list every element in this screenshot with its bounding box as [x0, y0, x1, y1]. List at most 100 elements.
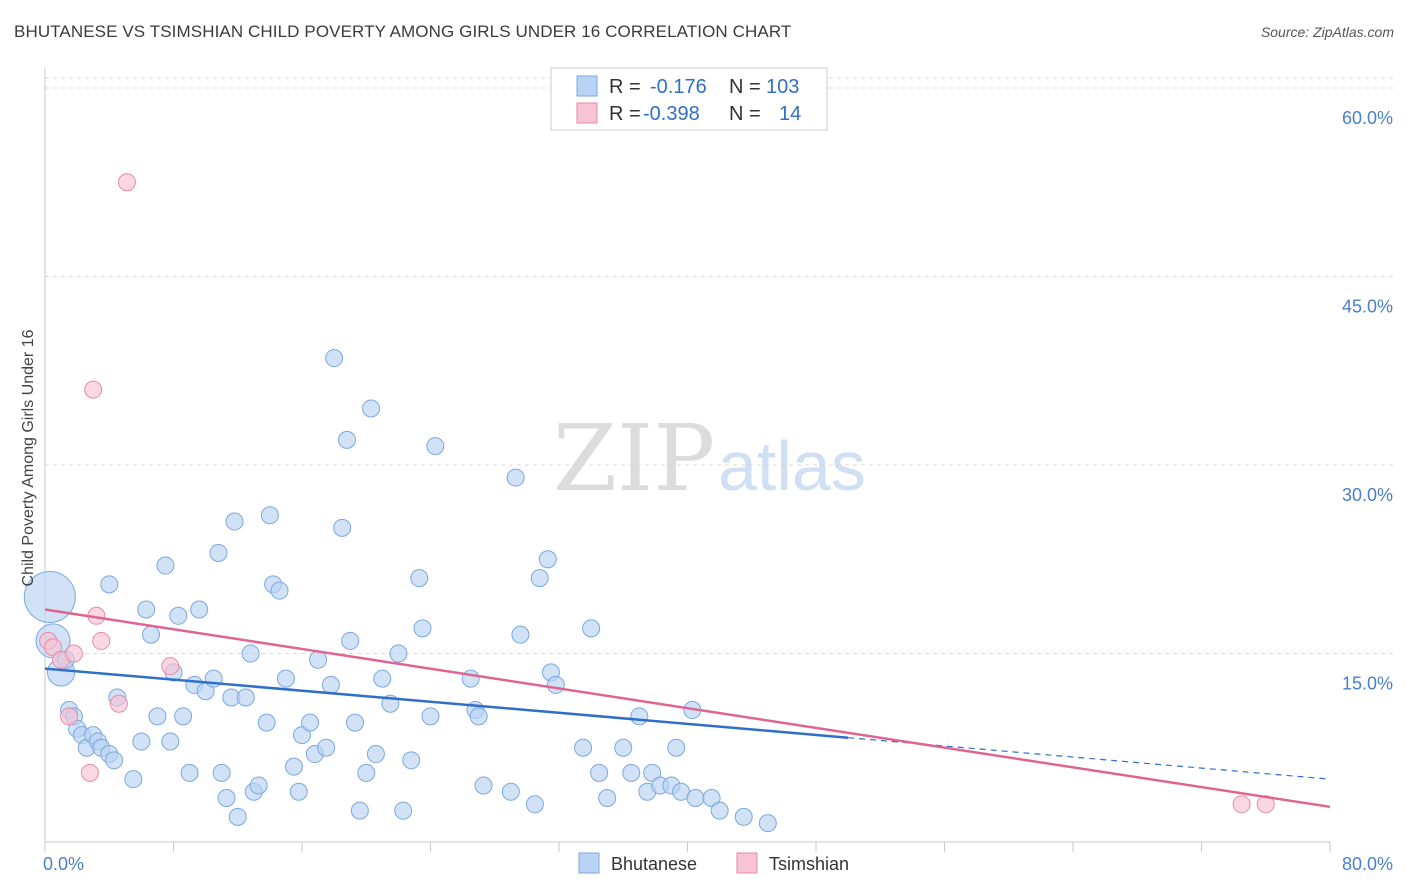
- legend-r-value: -0.398: [643, 103, 700, 125]
- point-bhutanese: [410, 569, 429, 588]
- legend-label-bhutanese: Bhutanese: [611, 854, 697, 874]
- point-bhutanese: [180, 763, 199, 782]
- point-bhutanese: [209, 543, 228, 562]
- point-bhutanese: [241, 644, 260, 663]
- legend-swatch-tsimshian: [576, 102, 598, 124]
- point-bhutanese: [598, 789, 617, 808]
- point-tsimshian: [92, 631, 111, 650]
- point-bhutanese: [530, 569, 549, 588]
- point-bhutanese: [590, 763, 609, 782]
- point-bhutanese: [630, 707, 649, 726]
- point-bhutanese: [325, 349, 344, 368]
- point-bhutanese: [506, 468, 525, 487]
- point-bhutanese: [148, 707, 167, 726]
- grid-lines: [45, 77, 1395, 654]
- point-bhutanese: [341, 631, 360, 650]
- point-bhutanese: [350, 801, 369, 820]
- point-bhutanese: [293, 726, 311, 745]
- legend-r-label: R =: [609, 76, 641, 98]
- point-bhutanese: [373, 669, 392, 688]
- point-bhutanese: [289, 782, 308, 801]
- point-bhutanese: [228, 807, 247, 826]
- point-bhutanese: [301, 713, 320, 732]
- point-bhutanese: [217, 789, 236, 808]
- point-bhutanese: [321, 675, 340, 694]
- point-tsimshian: [80, 763, 99, 782]
- point-bhutanese: [366, 745, 385, 764]
- point-bhutanese: [225, 512, 244, 531]
- data-points: [23, 173, 1275, 833]
- legend-n-label: N =: [729, 76, 761, 98]
- legend-n-label: N =: [729, 103, 761, 125]
- point-bhutanese: [402, 751, 421, 770]
- point-bhutanese: [260, 506, 279, 525]
- point-bhutanese: [124, 770, 143, 789]
- point-tsimshian: [109, 694, 128, 713]
- axes: 15.0% 30.0% 45.0% 60.0% 0.0% 80.0%: [43, 68, 1393, 874]
- x-tick-label: 80.0%: [1342, 854, 1393, 874]
- legend-r-label: R =: [609, 103, 641, 125]
- point-bhutanese: [161, 732, 180, 751]
- point-bhutanese: [622, 763, 641, 782]
- point-bhutanese: [23, 570, 76, 623]
- point-bhutanese: [667, 738, 686, 757]
- chart-title: BHUTANESE VS TSIMSHIAN CHILD POVERTY AMO…: [14, 22, 792, 41]
- point-bhutanese: [276, 669, 295, 688]
- y-tick-label: 60.0%: [1342, 108, 1393, 128]
- point-bhutanese: [525, 795, 544, 814]
- legend-n-value: 14: [779, 103, 801, 125]
- y-axis-label: Child Poverty Among Girls Under 16: [20, 329, 37, 586]
- legend-swatch-bhutanese: [576, 75, 598, 97]
- point-tsimshian: [84, 380, 103, 399]
- point-bhutanese: [357, 763, 376, 782]
- point-bhutanese: [421, 707, 440, 726]
- point-bhutanese: [643, 763, 662, 782]
- point-bhutanese: [394, 801, 413, 820]
- y-tick-label: 45.0%: [1342, 297, 1393, 317]
- legend-label-tsimshian: Tsimshian: [769, 854, 849, 874]
- point-bhutanese: [270, 581, 289, 600]
- point-bhutanese: [346, 713, 365, 732]
- series-legend: Bhutanese Tsimshian: [578, 852, 849, 874]
- x-tick-label: 0.0%: [43, 854, 84, 874]
- point-bhutanese: [614, 738, 633, 757]
- trend-line-tsimshian: [44, 608, 1331, 809]
- point-bhutanese: [511, 625, 530, 644]
- point-bhutanese: [582, 619, 601, 638]
- point-tsimshian: [60, 707, 79, 726]
- watermark-atlas: atlas: [718, 427, 866, 505]
- point-bhutanese: [284, 757, 303, 776]
- point-bhutanese: [389, 644, 408, 663]
- legend-r-value: -0.176: [650, 76, 707, 98]
- legend-swatch-bhutanese: [578, 852, 600, 874]
- point-bhutanese: [169, 606, 188, 625]
- point-tsimshian: [1232, 795, 1251, 814]
- point-bhutanese: [333, 518, 352, 537]
- point-bhutanese: [574, 738, 593, 757]
- y-tick-label: 15.0%: [1342, 674, 1393, 694]
- point-bhutanese: [309, 650, 328, 669]
- trend-lines: [44, 608, 1331, 809]
- point-bhutanese: [174, 707, 193, 726]
- point-tsimshian: [64, 644, 83, 663]
- point-bhutanese: [362, 399, 381, 418]
- point-bhutanese: [100, 575, 119, 594]
- point-bhutanese: [546, 675, 565, 694]
- point-bhutanese: [538, 550, 557, 569]
- point-bhutanese: [317, 738, 336, 757]
- point-bhutanese: [337, 430, 356, 449]
- point-bhutanese: [190, 600, 209, 619]
- point-bhutanese: [758, 814, 777, 833]
- point-bhutanese: [212, 763, 231, 782]
- watermark-zip: ZIP: [553, 405, 715, 512]
- point-bhutanese: [426, 437, 445, 456]
- point-bhutanese: [686, 789, 705, 808]
- point-bhutanese: [142, 625, 161, 644]
- point-bhutanese: [137, 600, 156, 619]
- legend-swatch-tsimshian: [736, 852, 758, 874]
- point-tsimshian: [44, 638, 63, 657]
- point-bhutanese: [236, 688, 255, 707]
- point-bhutanese: [413, 619, 432, 638]
- stats-legend: R = -0.176 N = 103 R = -0.398 N = 14: [550, 67, 828, 131]
